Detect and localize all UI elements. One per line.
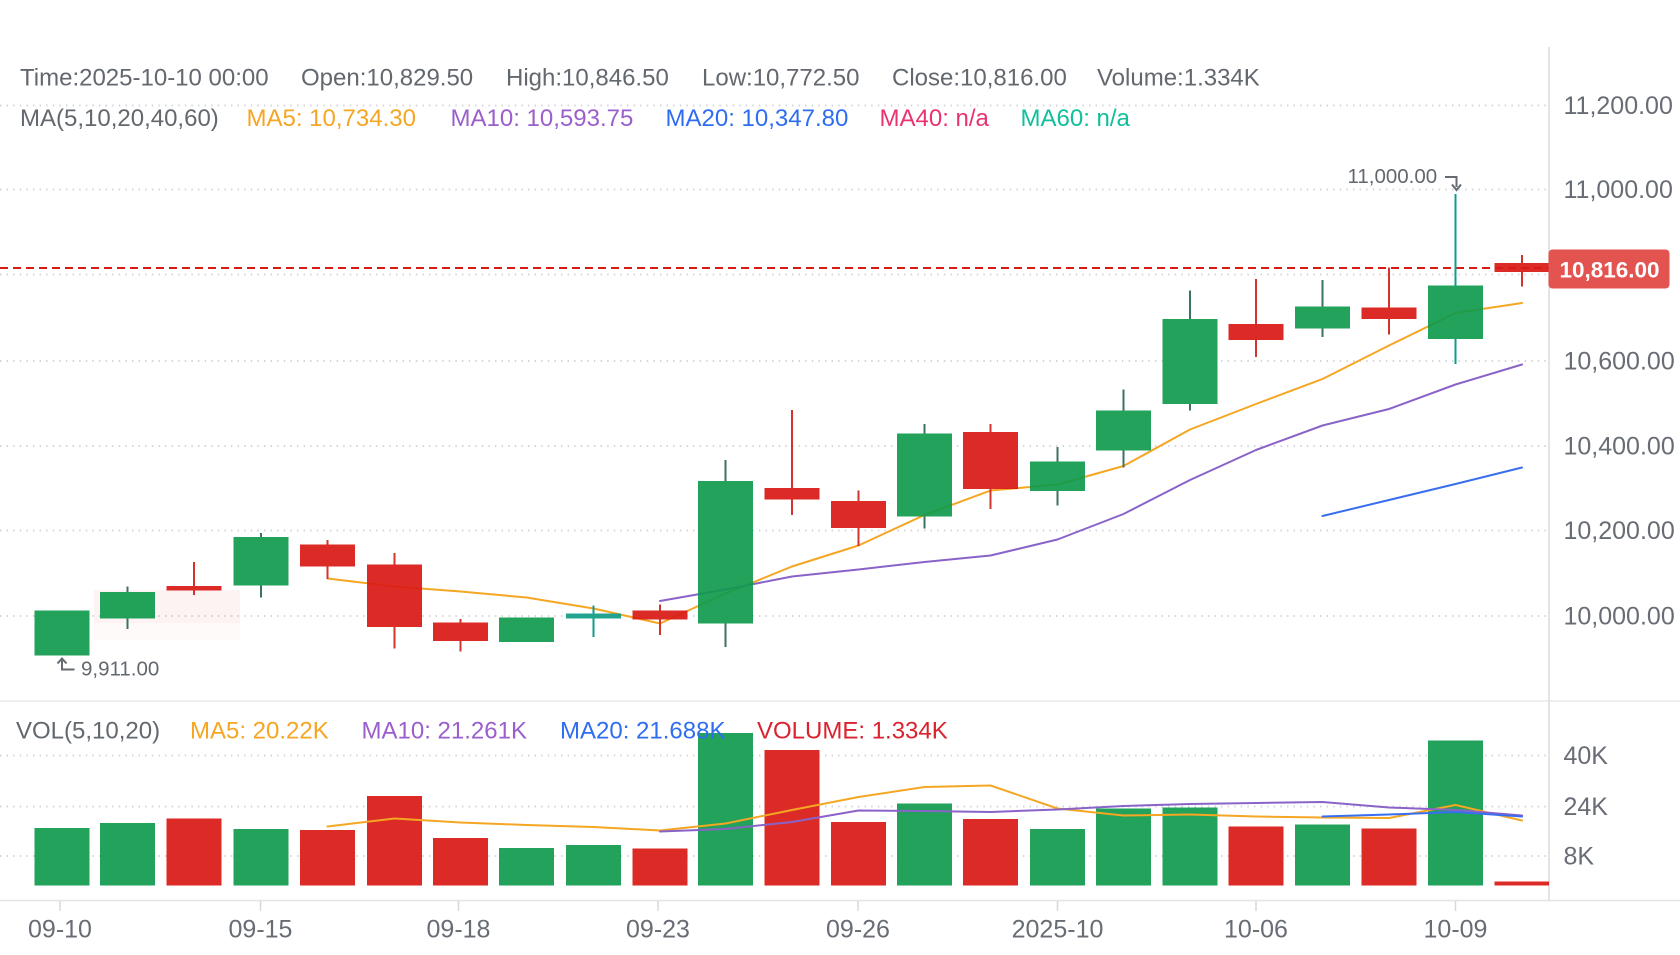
svg-text:Close:10,816.00: Close:10,816.00 bbox=[892, 65, 1067, 92]
svg-text:8K: 8K bbox=[1564, 843, 1595, 871]
svg-text:10-09: 10-09 bbox=[1424, 916, 1488, 944]
svg-text:11,000.00: 11,000.00 bbox=[1348, 165, 1438, 188]
svg-text:MA5: 20.22K: MA5: 20.22K bbox=[190, 718, 329, 745]
svg-text:Volume:1.334K: Volume:1.334K bbox=[1097, 65, 1260, 92]
svg-text:09-15: 09-15 bbox=[229, 916, 293, 944]
svg-text:09-26: 09-26 bbox=[826, 916, 890, 944]
svg-text:Open:10,829.50: Open:10,829.50 bbox=[301, 65, 473, 92]
svg-text:9,911.00: 9,911.00 bbox=[81, 658, 159, 681]
svg-text:10,600.00: 10,600.00 bbox=[1564, 348, 1675, 376]
svg-text:Time:2025-10-10 00:00: Time:2025-10-10 00:00 bbox=[20, 65, 269, 92]
svg-text:MA(5,10,20,40,60): MA(5,10,20,40,60) bbox=[20, 105, 219, 132]
svg-text:MA10: 21.261K: MA10: 21.261K bbox=[362, 718, 527, 745]
svg-text:09-18: 09-18 bbox=[427, 916, 491, 944]
svg-text:MA60: n/a: MA60: n/a bbox=[1021, 105, 1131, 132]
svg-text:MA10: 10,593.75: MA10: 10,593.75 bbox=[451, 105, 634, 132]
svg-text:VOL(5,10,20): VOL(5,10,20) bbox=[16, 718, 160, 745]
svg-text:09-10: 09-10 bbox=[28, 916, 92, 944]
svg-text:VOLUME: 1.334K: VOLUME: 1.334K bbox=[757, 718, 948, 745]
svg-text:24K: 24K bbox=[1564, 793, 1609, 821]
svg-text:10,400.00: 10,400.00 bbox=[1564, 433, 1675, 461]
svg-text:High:10,846.50: High:10,846.50 bbox=[506, 65, 669, 92]
svg-text:10-06: 10-06 bbox=[1224, 916, 1288, 944]
svg-text:11,200.00: 11,200.00 bbox=[1564, 92, 1673, 120]
svg-text:MA5: 10,734.30: MA5: 10,734.30 bbox=[247, 105, 416, 132]
svg-text:10,816.00: 10,816.00 bbox=[1559, 258, 1659, 283]
svg-text:MA40: n/a: MA40: n/a bbox=[880, 105, 990, 132]
svg-text:10,200.00: 10,200.00 bbox=[1564, 517, 1675, 545]
svg-text:Low:10,772.50: Low:10,772.50 bbox=[702, 65, 859, 92]
svg-text:10,000.00: 10,000.00 bbox=[1564, 603, 1675, 631]
svg-text:MA20: 10,347.80: MA20: 10,347.80 bbox=[666, 105, 849, 132]
svg-text:40K: 40K bbox=[1564, 742, 1609, 770]
svg-text:2025-10: 2025-10 bbox=[1012, 916, 1104, 944]
svg-text:11,000.00: 11,000.00 bbox=[1564, 176, 1673, 204]
svg-text:MA20: 21.688K: MA20: 21.688K bbox=[560, 718, 725, 745]
svg-text:09-23: 09-23 bbox=[626, 916, 690, 944]
